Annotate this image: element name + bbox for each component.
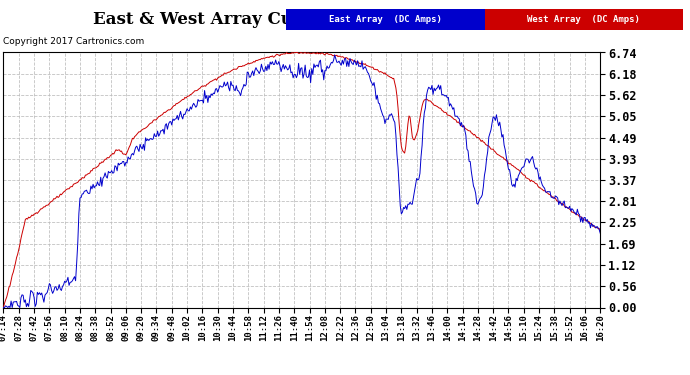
Text: East & West Array Current Wed Dec 27 16:33: East & West Array Current Wed Dec 27 16:… bbox=[93, 11, 514, 28]
Text: East Array  (DC Amps): East Array (DC Amps) bbox=[329, 15, 442, 24]
Text: West Array  (DC Amps): West Array (DC Amps) bbox=[527, 15, 640, 24]
Text: Copyright 2017 Cartronics.com: Copyright 2017 Cartronics.com bbox=[3, 38, 145, 46]
